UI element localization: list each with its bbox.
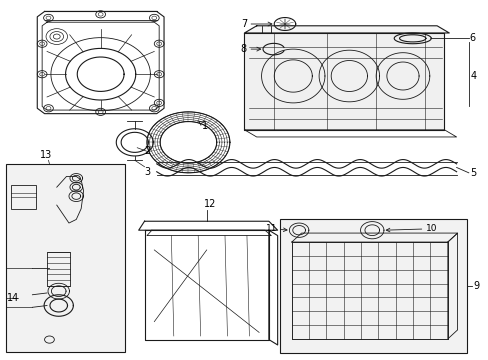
- Polygon shape: [244, 33, 444, 130]
- Bar: [279, 219, 467, 353]
- Bar: [291, 242, 447, 339]
- Text: 4: 4: [469, 71, 475, 81]
- Text: 2: 2: [144, 146, 150, 156]
- Text: 14: 14: [7, 293, 19, 303]
- Polygon shape: [244, 26, 448, 33]
- Bar: [47, 252, 70, 286]
- Bar: [5, 164, 125, 352]
- Text: 1: 1: [198, 121, 208, 131]
- Text: 8: 8: [240, 44, 260, 54]
- Text: 9: 9: [473, 281, 479, 291]
- Text: 5: 5: [469, 168, 475, 178]
- Text: 6: 6: [469, 33, 475, 43]
- Bar: [11, 185, 36, 209]
- Text: 11: 11: [265, 224, 286, 233]
- Text: 12: 12: [204, 199, 216, 209]
- Text: 13: 13: [40, 150, 52, 160]
- Text: 7: 7: [240, 19, 271, 29]
- Text: 10: 10: [386, 224, 436, 233]
- Text: 3: 3: [144, 167, 150, 177]
